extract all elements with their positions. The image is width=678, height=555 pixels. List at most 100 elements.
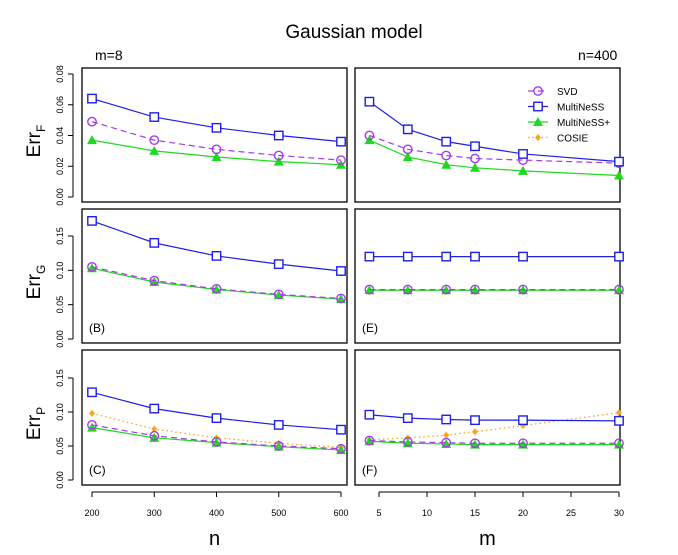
x-tick-label: 10 xyxy=(422,508,432,518)
multiness-point xyxy=(211,413,222,424)
multiness-point xyxy=(402,124,413,135)
multiness-plus-point xyxy=(336,294,346,304)
cosie-point xyxy=(443,431,450,439)
x-tick-label: 5 xyxy=(376,508,381,518)
multiness-point xyxy=(364,96,375,107)
multiness-plus-point xyxy=(441,285,452,295)
multiness-point xyxy=(273,130,284,141)
multiness-point xyxy=(518,251,528,262)
y-label-subscript: P xyxy=(34,407,48,415)
svd-point xyxy=(364,435,375,446)
panel-F: 5 10 15 20 25 30 m (F) xyxy=(354,349,624,550)
series-line-svd xyxy=(91,266,342,300)
svd-point xyxy=(211,144,222,155)
multiness-point xyxy=(441,414,452,425)
svd-point xyxy=(518,284,528,295)
panel-frame xyxy=(354,208,621,344)
multiness-point xyxy=(364,409,375,420)
svd-point xyxy=(518,438,528,449)
panel-E: (E) xyxy=(354,208,624,344)
multiness-point xyxy=(518,149,528,159)
multiness-point xyxy=(402,251,413,262)
multiness-point xyxy=(211,251,222,261)
panel-label: (E) xyxy=(362,321,378,335)
svd-point xyxy=(87,420,97,430)
x-axis-label: m xyxy=(479,528,496,550)
y-tick-label: 0.10 xyxy=(55,262,65,280)
svd-point xyxy=(441,150,452,161)
panel-label: (F) xyxy=(362,463,377,477)
panel-label: (B) xyxy=(89,321,105,335)
panel-frame xyxy=(81,67,348,203)
multiness-point xyxy=(273,259,284,270)
multiness-plus-point xyxy=(470,162,480,172)
y-tick-label: 0.15 xyxy=(55,227,65,245)
series-line-multiness-plus xyxy=(369,139,620,177)
svd-point xyxy=(364,284,375,295)
svd-point xyxy=(402,144,413,155)
series-line-multiness-plus xyxy=(369,440,619,446)
svd-point xyxy=(211,437,222,447)
svd-point xyxy=(149,135,160,146)
svd-point xyxy=(87,116,97,127)
multiness-plus-point xyxy=(211,152,222,162)
multiness-point xyxy=(364,251,375,262)
panel-label: (C) xyxy=(89,463,106,477)
y-label-main: Err xyxy=(24,131,45,157)
y-axis-label: ErrP xyxy=(24,407,48,440)
svd-point xyxy=(273,289,284,300)
multiness-point xyxy=(533,101,543,112)
multiness-point xyxy=(402,413,413,424)
series-line-svd xyxy=(91,121,342,161)
x-tick-label: 200 xyxy=(84,508,99,518)
x-tick-label: 500 xyxy=(271,508,286,518)
multiness-plus-point xyxy=(273,156,284,166)
svd-point xyxy=(402,284,413,295)
multiness-point xyxy=(336,424,346,435)
svd-point xyxy=(273,441,284,451)
multiness-plus-point xyxy=(533,117,543,126)
multiness-point xyxy=(336,266,346,276)
svd-point xyxy=(441,284,452,295)
multiness-point xyxy=(87,215,97,226)
svd-point xyxy=(470,284,480,295)
multiness-plus-point xyxy=(441,159,452,169)
multiness-point xyxy=(211,122,222,133)
svd-point xyxy=(614,284,624,295)
y-tick-label: 0.04 xyxy=(55,127,65,145)
cosie-point xyxy=(151,425,158,433)
x-tick-label: 25 xyxy=(566,508,576,518)
svd-point xyxy=(470,438,480,449)
svd-point xyxy=(336,155,346,166)
multiness-point xyxy=(470,141,480,152)
y-axis-label: ErrG xyxy=(24,265,48,300)
svd-point xyxy=(533,86,543,96)
multiness-point xyxy=(149,237,160,248)
y-tick-label: 0.02 xyxy=(55,157,65,175)
multiness-point xyxy=(614,251,624,262)
multiness-plus-point xyxy=(614,285,624,295)
multiness-plus-point xyxy=(87,135,97,145)
svd-point xyxy=(364,130,375,141)
y-tick-label: 0.05 xyxy=(55,296,65,314)
panel-B: 0.00 0.05 0.10 0.15 ErrG (B) xyxy=(24,208,348,348)
y-label-subscript: F xyxy=(34,125,48,132)
multiness-plus-point xyxy=(87,422,97,432)
multiness-plus-point xyxy=(273,290,284,300)
multiness-plus-point xyxy=(273,441,284,451)
svd-point xyxy=(149,430,160,441)
svd-point xyxy=(441,437,452,448)
x-axis-label: n xyxy=(209,528,220,550)
svd-point xyxy=(614,438,624,449)
panel-frame xyxy=(354,67,621,203)
x-tick-label: 300 xyxy=(147,508,162,518)
cosie-point xyxy=(535,134,541,141)
y-tick-label: 0.06 xyxy=(55,96,65,114)
left-column-note: m=8 xyxy=(95,47,123,63)
legend-entry: MultiNeSS xyxy=(557,103,605,114)
svd-point xyxy=(149,275,160,286)
panel-frame xyxy=(81,349,348,486)
x-tick-label: 30 xyxy=(614,508,624,518)
svd-point xyxy=(402,437,413,447)
